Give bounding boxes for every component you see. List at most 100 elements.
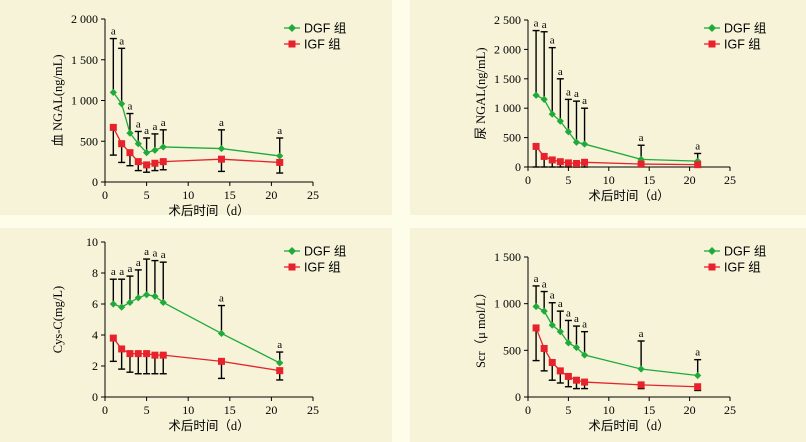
igf-point bbox=[564, 372, 572, 380]
legend-dgf-label: DGF 组 bbox=[304, 245, 346, 259]
dgf-point bbox=[556, 117, 564, 125]
dgf-point bbox=[109, 88, 117, 96]
x-tick-label: 5 bbox=[144, 188, 150, 202]
significance-label: a bbox=[128, 263, 133, 275]
x-tick-label: 10 bbox=[182, 403, 194, 417]
x-tick-label: 15 bbox=[224, 188, 236, 202]
x-tick-label: 0 bbox=[102, 188, 108, 202]
significance-label: a bbox=[144, 246, 149, 258]
x-tick-label: 10 bbox=[603, 173, 615, 187]
x-tick-label: 25 bbox=[307, 403, 319, 417]
igf-point bbox=[276, 158, 284, 166]
igf-point bbox=[134, 350, 142, 358]
igf-point bbox=[109, 123, 117, 131]
significance-label: a bbox=[277, 339, 282, 351]
y-tick-label: 500 bbox=[503, 343, 521, 357]
significance-label: a bbox=[542, 19, 547, 31]
igf-point bbox=[159, 158, 167, 166]
legend-dgf-label: DGF 组 bbox=[304, 22, 346, 36]
significance-label: a bbox=[161, 249, 166, 261]
x-axis-title: 术后时间（d） bbox=[588, 419, 669, 433]
y-axis-title: Scr（μ mol/L） bbox=[474, 286, 488, 368]
dgf-point bbox=[637, 365, 645, 373]
igf-point bbox=[276, 367, 284, 375]
igf-point bbox=[143, 350, 151, 358]
y-tick-label: 2 500 bbox=[494, 13, 521, 27]
igf-point bbox=[217, 155, 225, 163]
dgf-point bbox=[564, 128, 572, 136]
dgf-point bbox=[126, 129, 134, 137]
dgf-point bbox=[572, 343, 581, 352]
igf-point bbox=[532, 324, 540, 332]
y-tick-label: 500 bbox=[503, 131, 521, 145]
dgf-point bbox=[580, 140, 589, 148]
legend-dgf-label: DGF 组 bbox=[724, 245, 766, 259]
legend-dgf-marker bbox=[288, 24, 296, 32]
significance-label: a bbox=[161, 117, 166, 129]
dgf-point bbox=[694, 371, 702, 380]
significance-label: a bbox=[152, 121, 157, 133]
significance-label: a bbox=[277, 125, 282, 137]
igf-point bbox=[581, 378, 589, 386]
y-tick-label: 1 500 bbox=[71, 53, 98, 67]
igf-point bbox=[532, 142, 540, 150]
y-tick-label: 2 bbox=[92, 359, 98, 373]
significance-label: a bbox=[534, 273, 539, 285]
y-tick-label: 1 500 bbox=[494, 72, 521, 86]
dgf-point bbox=[556, 328, 564, 336]
y-tick-label: 1 000 bbox=[494, 101, 521, 115]
dgf-point bbox=[151, 292, 159, 300]
dgf-point bbox=[217, 144, 226, 153]
significance-label: a bbox=[111, 26, 116, 38]
significance-label: a bbox=[558, 66, 563, 78]
dgf-point bbox=[276, 152, 284, 160]
igf-point bbox=[556, 367, 564, 375]
significance-label: a bbox=[219, 293, 224, 305]
igf-point bbox=[694, 383, 702, 391]
dgf-point bbox=[532, 302, 540, 311]
panel-bg-top-left bbox=[0, 0, 392, 215]
y-tick-label: 0 bbox=[92, 390, 98, 404]
dgf-point bbox=[118, 303, 126, 311]
significance-label: a bbox=[119, 35, 124, 47]
igf-point bbox=[572, 376, 580, 384]
dgf-point bbox=[276, 359, 284, 367]
x-tick-label: 20 bbox=[265, 403, 277, 417]
igf-point bbox=[540, 152, 548, 160]
significance-label: a bbox=[695, 140, 700, 152]
dgf-point bbox=[151, 146, 159, 154]
y-tick-label: 1 000 bbox=[71, 94, 98, 108]
y-tick-label: 6 bbox=[92, 297, 98, 311]
x-tick-label: 5 bbox=[565, 173, 571, 187]
y-tick-label: 1 500 bbox=[494, 250, 521, 264]
dgf-point bbox=[548, 321, 556, 329]
legend-dgf-marker bbox=[708, 24, 716, 32]
igf-point bbox=[637, 381, 645, 389]
dgf-point bbox=[532, 91, 540, 99]
x-tick-label: 25 bbox=[724, 403, 736, 417]
igf-point bbox=[217, 357, 225, 365]
y-tick-label: 2 000 bbox=[494, 42, 521, 56]
significance-label: a bbox=[534, 18, 539, 30]
y-tick-label: 0 bbox=[515, 160, 521, 174]
significance-label: a bbox=[111, 266, 116, 278]
significance-label: a bbox=[550, 35, 555, 47]
igf-point bbox=[694, 161, 702, 169]
significance-label: a bbox=[582, 319, 587, 331]
igf-point bbox=[143, 161, 151, 169]
y-tick-label: 1 000 bbox=[494, 297, 521, 311]
y-tick-label: 500 bbox=[80, 134, 98, 148]
y-tick-label: 8 bbox=[92, 266, 98, 280]
chart-4: 0 5 10 15 20 25 0 500 1 000 1 500 术后时间（d） Scr（μ mol… bbox=[474, 245, 766, 434]
dgf-point bbox=[159, 143, 167, 151]
significance-label: a bbox=[566, 307, 571, 319]
x-tick-label: 5 bbox=[144, 403, 150, 417]
legend-igf-label: IGF 组 bbox=[724, 261, 761, 275]
significance-label: a bbox=[136, 257, 141, 269]
y-axis-title: 血 NGAL(ng/mL) bbox=[51, 55, 65, 147]
legend-dgf-marker bbox=[708, 247, 716, 255]
legend-igf-marker bbox=[708, 40, 716, 48]
dgf-point bbox=[540, 307, 548, 315]
